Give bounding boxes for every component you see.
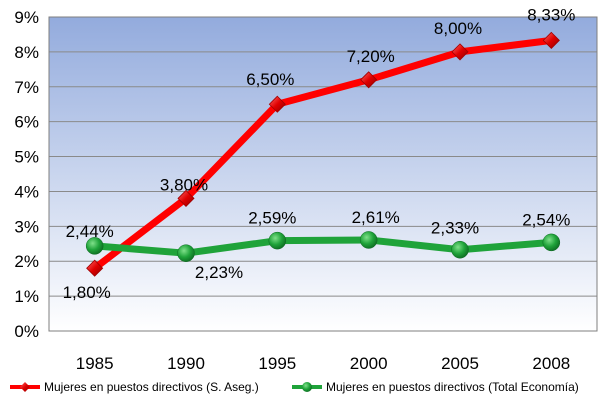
data-point-marker bbox=[85, 237, 104, 255]
data-point-marker bbox=[451, 43, 469, 61]
x-tick-label: 2005 bbox=[441, 354, 479, 373]
data-point-marker bbox=[542, 31, 560, 49]
legend-item-1: Mujeres en puestos directivos (S. Aseg.) bbox=[10, 380, 259, 394]
y-tick-label: 0% bbox=[14, 322, 39, 341]
y-tick-label: 4% bbox=[14, 182, 39, 201]
legend-marker bbox=[302, 382, 312, 392]
x-axis-ticks: 1985 1990 1995 2000 2005 2008 bbox=[76, 354, 570, 373]
data-label: 2,59% bbox=[248, 209, 296, 228]
plot-area bbox=[49, 17, 597, 331]
x-tick-label: 1990 bbox=[167, 354, 205, 373]
x-tick-label: 2008 bbox=[532, 354, 570, 373]
data-label: 6,50% bbox=[246, 70, 294, 89]
legend-label: Mujeres en puestos directivos (S. Aseg.) bbox=[44, 380, 259, 394]
data-point-marker bbox=[542, 233, 561, 252]
data-label: 3,80% bbox=[160, 175, 208, 194]
series-2 bbox=[85, 231, 561, 262]
data-labels: 1,80% 3,80% 6,50% 7,20% 8,00% 8,33% 2,44% 2,23%… bbox=[63, 5, 576, 302]
data-point-marker bbox=[86, 259, 104, 277]
y-tick-label: 6% bbox=[14, 113, 39, 132]
series-line bbox=[91, 36, 555, 272]
data-label: 1,80% bbox=[63, 283, 111, 302]
series-1 bbox=[86, 31, 560, 277]
y-tick-label: 5% bbox=[14, 148, 39, 167]
series-group bbox=[85, 31, 561, 277]
legend-label: Mujeres en puestos directivos (Total Eco… bbox=[326, 380, 579, 394]
data-point-marker bbox=[359, 231, 378, 249]
data-label: 8,00% bbox=[434, 19, 482, 38]
y-tick-label: 7% bbox=[14, 78, 39, 97]
legend-item-2: Mujeres en puestos directivos (Total Eco… bbox=[292, 380, 579, 394]
data-point-marker bbox=[268, 231, 287, 250]
y-tick-label: 1% bbox=[14, 287, 39, 306]
gridlines bbox=[48, 16, 598, 332]
x-tick-label: 2000 bbox=[350, 354, 388, 373]
y-tick-label: 9% bbox=[14, 8, 39, 27]
legend: Mujeres en puestos directivos (S. Aseg.)… bbox=[10, 380, 579, 394]
y-tick-label: 2% bbox=[14, 252, 39, 271]
data-point-marker bbox=[451, 240, 469, 259]
data-label: 7,20% bbox=[347, 47, 395, 66]
x-tick-label: 1985 bbox=[76, 354, 114, 373]
plot-border bbox=[48, 16, 598, 332]
data-point-marker bbox=[360, 71, 378, 89]
x-tick-label: 1995 bbox=[258, 354, 296, 373]
data-label: 8,33% bbox=[527, 5, 575, 24]
data-label: 2,23% bbox=[195, 263, 243, 282]
data-point-marker bbox=[177, 189, 195, 207]
data-label: 2,61% bbox=[352, 208, 400, 227]
data-point-marker bbox=[177, 244, 195, 262]
data-label: 2,54% bbox=[522, 210, 570, 229]
legend-marker bbox=[20, 382, 30, 392]
y-tick-label: 8% bbox=[14, 43, 39, 62]
data-label: 2,44% bbox=[66, 222, 114, 241]
series-line bbox=[91, 236, 555, 257]
data-label: 2,33% bbox=[431, 219, 479, 238]
y-tick-label: 3% bbox=[14, 217, 39, 236]
y-axis-ticks: 0% 1% 2% 3% 4% 5% 6% 7% 8% 9% bbox=[14, 8, 39, 341]
data-point-marker bbox=[268, 95, 286, 113]
